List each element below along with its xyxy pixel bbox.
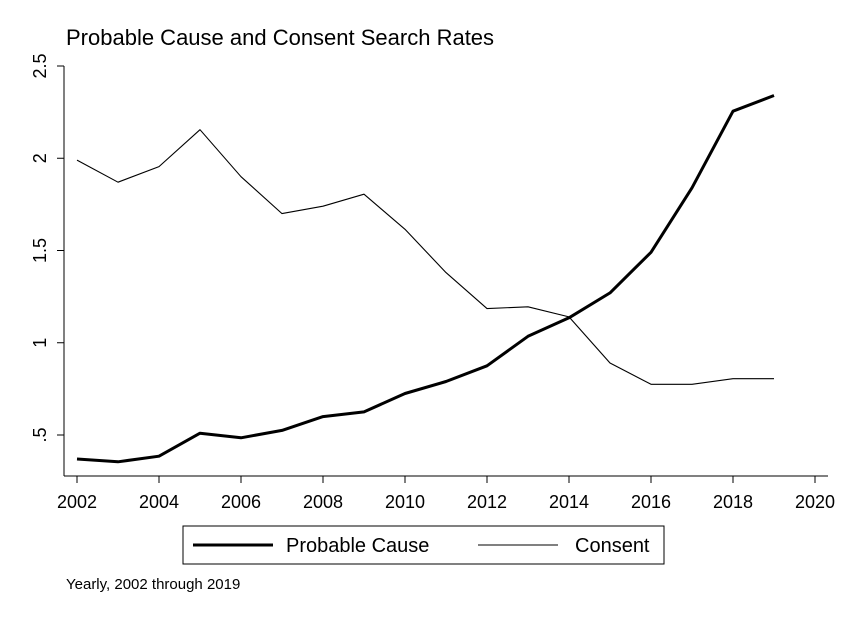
x-tick-label: 2002 [57,492,97,512]
x-tick-label: 2018 [713,492,753,512]
legend-label-consent: Consent [575,535,650,557]
x-tick-label: 2012 [467,492,507,512]
series-lines [76,94,775,464]
y-tick-label: 2 [30,153,50,163]
x-tick-label: 2008 [303,492,343,512]
x-tick-label: 2006 [221,492,261,512]
x-tick-label: 2016 [631,492,671,512]
legend-label-probable-cause: Probable Cause [286,535,429,557]
tick-labels: 2002 2004 2006 2008 2010 2012 2014 2016 2018 2020… [30,53,835,512]
x-tick-label: 2014 [549,492,589,512]
y-tick-label: 2.5 [30,53,50,78]
x-tick-label: 2004 [139,492,179,512]
x-tick-label: 2020 [795,492,835,512]
axes [63,66,828,477]
chart-title: Probable Cause and Consent Search Rates [66,25,494,50]
x-tick-label: 2010 [385,492,425,512]
y-tick-label: .5 [30,427,50,442]
series-line-probable-cause [76,94,775,464]
y-tick-label: 1 [30,338,50,348]
y-tick-label: 1.5 [30,238,50,263]
legend: Probable Cause Consent [182,525,665,565]
chart-note: Yearly, 2002 through 2019 [66,576,240,593]
series-line-consent [76,129,774,385]
